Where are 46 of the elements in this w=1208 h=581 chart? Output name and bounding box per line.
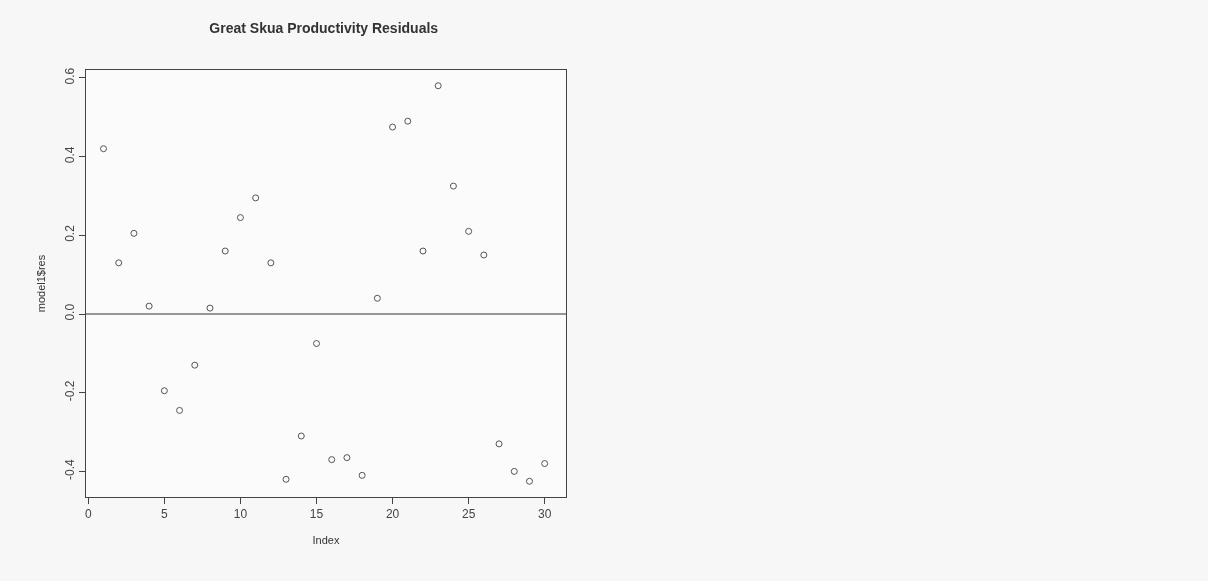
point <box>176 406 184 414</box>
point <box>510 467 518 475</box>
point <box>115 259 123 267</box>
x-tick-label: 15 <box>309 507 324 522</box>
point <box>130 229 138 237</box>
point <box>100 145 107 153</box>
x-axis-title: Index <box>312 533 340 546</box>
chart-title: Great Skua Productivity Residuals <box>209 20 439 37</box>
point <box>434 82 442 90</box>
y-tick-label: 0.6 <box>63 67 78 85</box>
point <box>221 247 229 255</box>
point <box>312 340 320 348</box>
x-tick-label: 25 <box>461 507 476 522</box>
y-axis-title: model1$res <box>34 254 47 313</box>
x-tick-label: 20 <box>385 507 400 522</box>
point <box>389 123 397 131</box>
x-tick-label: 30 <box>538 507 552 522</box>
point <box>282 475 290 483</box>
point <box>449 182 457 190</box>
point <box>160 387 168 395</box>
point <box>373 294 381 302</box>
point <box>358 471 366 479</box>
y-tick-label: 0.0 <box>63 303 78 321</box>
x-tick-label: 0 <box>84 507 92 522</box>
point <box>236 214 244 222</box>
point <box>343 454 351 462</box>
point <box>541 460 549 468</box>
point <box>252 194 260 202</box>
y-tick-label: 0.2 <box>63 224 78 242</box>
point <box>206 304 214 312</box>
point <box>297 432 305 440</box>
point <box>145 302 153 310</box>
x-tick-label: 5 <box>161 507 169 522</box>
point <box>465 227 473 235</box>
point <box>191 361 199 369</box>
point <box>480 251 488 259</box>
y-tick-label: -0.2 <box>63 380 78 402</box>
point <box>328 456 336 464</box>
x-tick-label: 10 <box>233 507 248 522</box>
y-tick-label: -0.4 <box>63 458 78 480</box>
point <box>404 117 412 125</box>
point <box>267 259 275 267</box>
y-tick-label: 0.4 <box>63 146 78 164</box>
point <box>525 477 533 485</box>
point <box>419 247 427 255</box>
point <box>495 440 503 448</box>
